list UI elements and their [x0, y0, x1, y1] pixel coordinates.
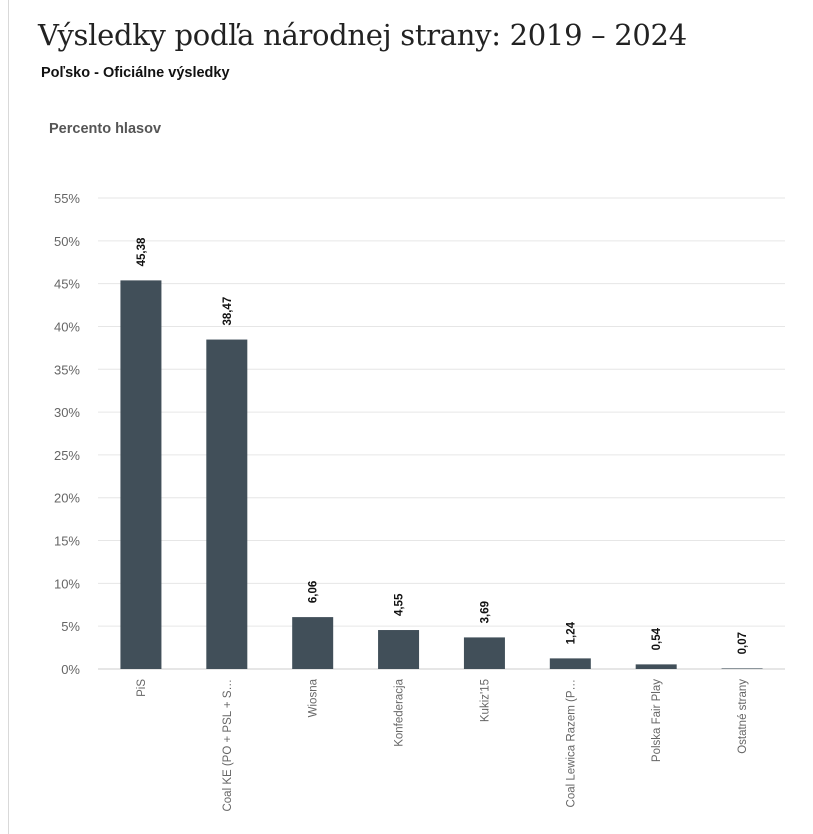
y-tick-label: 50%	[54, 234, 80, 249]
value-label: 4,55	[394, 593, 406, 616]
y-tick-label: 20%	[54, 491, 80, 506]
chart-title: Výsledky podľa národnej strany: 2019 – 2…	[38, 18, 687, 52]
y-tick-label: 40%	[54, 319, 80, 334]
x-tick-label: Konfederacja	[394, 678, 406, 746]
x-tick-label: Wiosna	[308, 678, 320, 717]
bar	[378, 630, 420, 669]
y-axis-ticks: 0% 5% 10% 15% 20% 25% 30% 35% 40% 45% 50% 55%	[54, 191, 80, 677]
bar	[120, 280, 162, 669]
value-label: 0,54	[651, 627, 663, 650]
x-tick-label: Coal KE (PO + PSL + S…	[222, 679, 234, 812]
value-label: 6,06	[308, 581, 320, 603]
value-label: 1,24	[565, 621, 577, 644]
chart-subtitle: Poľsko - Oficiálne výsledky	[41, 65, 230, 81]
bar	[463, 637, 505, 669]
value-label: 45,38	[136, 237, 148, 266]
gridlines	[98, 197, 785, 670]
x-axis-ticks: PiS Coal KE (PO + PSL + S… Wiosna Konfedera…	[136, 678, 749, 811]
bar	[549, 658, 591, 669]
y-axis-label: Percento hlasov	[49, 121, 162, 137]
y-tick-label: 10%	[54, 576, 80, 591]
x-tick-label: Kukiz'15	[479, 679, 491, 722]
value-label: 3,69	[479, 601, 491, 623]
y-tick-label: 5%	[61, 619, 80, 634]
x-tick-label: Ostatné strany	[737, 679, 749, 754]
y-tick-label: 0%	[61, 662, 80, 677]
y-tick-label: 15%	[54, 534, 80, 549]
y-tick-label: 30%	[54, 405, 80, 420]
y-tick-label: 55%	[54, 191, 80, 206]
y-tick-label: 25%	[54, 448, 80, 463]
bar	[721, 668, 763, 669]
value-label: 0,07	[737, 632, 749, 654]
bars	[120, 280, 763, 669]
x-tick-label: PiS	[136, 679, 148, 697]
x-tick-label: Coal Lewica Razem (P…	[565, 679, 577, 807]
bar	[635, 664, 677, 669]
left-border	[8, 0, 9, 834]
x-tick-label: Polska Fair Play	[651, 679, 663, 762]
y-tick-label: 45%	[54, 277, 80, 292]
y-tick-label: 35%	[54, 362, 80, 377]
bar	[292, 617, 334, 669]
bar	[206, 339, 248, 669]
value-label: 38,47	[222, 297, 234, 326]
value-labels: 45,38 38,47 6,06 4,55 3,69 1,24 0,54 0,07	[136, 237, 749, 654]
